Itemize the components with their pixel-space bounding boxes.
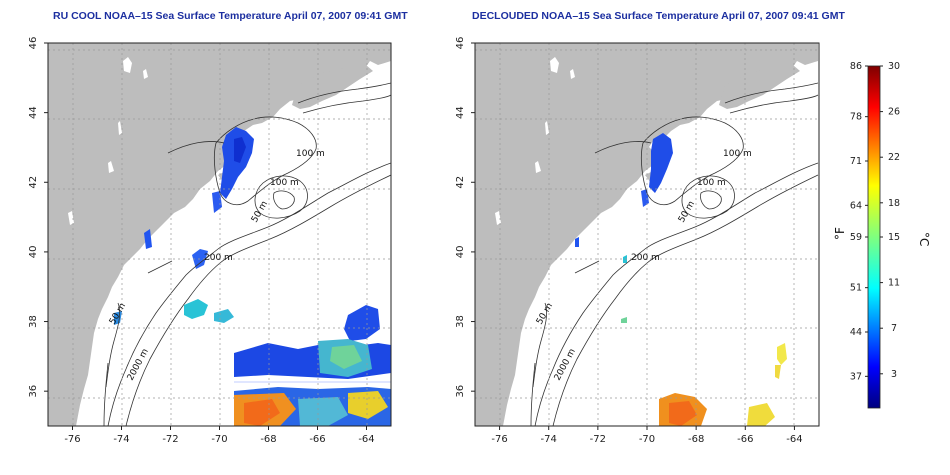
colorbar-f-tick-label: 64 bbox=[850, 200, 862, 211]
left-contour-label-2: 100 m bbox=[270, 178, 299, 188]
colorbar-c-tick-label: 15 bbox=[888, 232, 900, 243]
right-lat-tick-label: 40 bbox=[455, 246, 466, 259]
colorbar-f-tick-label: 78 bbox=[850, 112, 862, 123]
right-map-panel: 100 m 100 m 50 m 200 m 50 m 2000 m bbox=[474, 42, 820, 427]
left-lat-tick-label: 44 bbox=[28, 106, 39, 119]
colorbar-c-tick-label: 3 bbox=[891, 369, 897, 380]
right-lon-tick-label: -68 bbox=[688, 434, 704, 445]
right-lat-tick-label: 42 bbox=[455, 176, 466, 189]
left-lat-tick-label: 42 bbox=[28, 176, 39, 189]
left-lon-tick-label: -68 bbox=[260, 434, 276, 445]
right-lon-tick-label: -72 bbox=[590, 434, 606, 445]
right-lon-tick-label: -64 bbox=[786, 434, 802, 445]
right-lon-tick-label: -66 bbox=[737, 434, 753, 445]
right-lon-tick-label: -74 bbox=[541, 434, 557, 445]
colorbar: 86 78 71 64 59 51 44 37 30 26 22 18 15 11 7 3 °F °C bbox=[833, 61, 931, 409]
right-contour-label-4: 200 m bbox=[631, 253, 660, 263]
left-lon-tick-label: -74 bbox=[113, 434, 129, 445]
left-lat-tick-label: 40 bbox=[28, 246, 39, 259]
left-lat-tick-label: 46 bbox=[28, 37, 39, 50]
colorbar-celsius-unit: °C bbox=[917, 232, 931, 246]
colorbar-c-tick-label: 26 bbox=[888, 107, 900, 118]
right-contour-label-1: 100 m bbox=[723, 149, 752, 159]
right-lon-tick-label: -70 bbox=[639, 434, 655, 445]
colorbar-c-tick-label: 11 bbox=[888, 278, 900, 289]
colorbar-f-tick-label: 59 bbox=[850, 232, 862, 243]
colorbar-gradient bbox=[867, 65, 881, 409]
colorbar-ticks: 86 78 71 64 59 51 44 37 30 26 22 18 15 11 7 3 bbox=[850, 61, 900, 382]
left-lon-tick-label: -64 bbox=[358, 434, 374, 445]
colorbar-f-tick-label: 71 bbox=[850, 156, 862, 167]
left-contour-label-4: 200 m bbox=[204, 253, 233, 263]
right-lon-tick-label: -76 bbox=[491, 434, 507, 445]
colorbar-c-tick-label: 30 bbox=[888, 61, 900, 72]
left-map-title: RU COOL NOAA–15 Sea Surface Temperature … bbox=[53, 10, 408, 22]
left-contour-label-1: 100 m bbox=[296, 149, 325, 159]
colorbar-fahrenheit-unit: °F bbox=[833, 227, 847, 240]
left-lat-tick-label: 36 bbox=[28, 385, 39, 398]
colorbar-c-tick-label: 22 bbox=[888, 152, 900, 163]
right-contour-label-2: 100 m bbox=[697, 178, 726, 188]
colorbar-f-tick-label: 51 bbox=[850, 283, 862, 294]
colorbar-f-tick-label: 37 bbox=[850, 371, 862, 382]
right-lat-tick-label: 36 bbox=[455, 385, 466, 398]
colorbar-f-tick-label: 44 bbox=[850, 327, 862, 338]
left-map-panel: 100 m 100 m 50 m 200 m 50 m 2000 m bbox=[47, 42, 392, 427]
colorbar-c-tick-label: 18 bbox=[888, 198, 900, 209]
left-lon-tick-label: -72 bbox=[162, 434, 178, 445]
right-map-title: DECLOUDED NOAA–15 Sea Surface Temperatur… bbox=[472, 10, 845, 22]
left-lon-tick-label: -70 bbox=[211, 434, 227, 445]
right-sst-data bbox=[575, 133, 787, 426]
axes-layer: -76 -74 -72 -70 -68 -66 -64 46 44 42 40 38 36 -76 -74 -… bbox=[28, 37, 803, 445]
left-lon-tick-label: -76 bbox=[64, 434, 80, 445]
right-lat-tick-label: 38 bbox=[455, 315, 466, 328]
left-lat-tick-label: 38 bbox=[28, 315, 39, 328]
colorbar-f-tick-label: 86 bbox=[850, 61, 862, 72]
colorbar-c-tick-label: 7 bbox=[891, 323, 897, 334]
right-lat-tick-label: 44 bbox=[455, 106, 466, 119]
right-lat-tick-label: 46 bbox=[455, 37, 466, 50]
left-lon-tick-label: -66 bbox=[309, 434, 325, 445]
